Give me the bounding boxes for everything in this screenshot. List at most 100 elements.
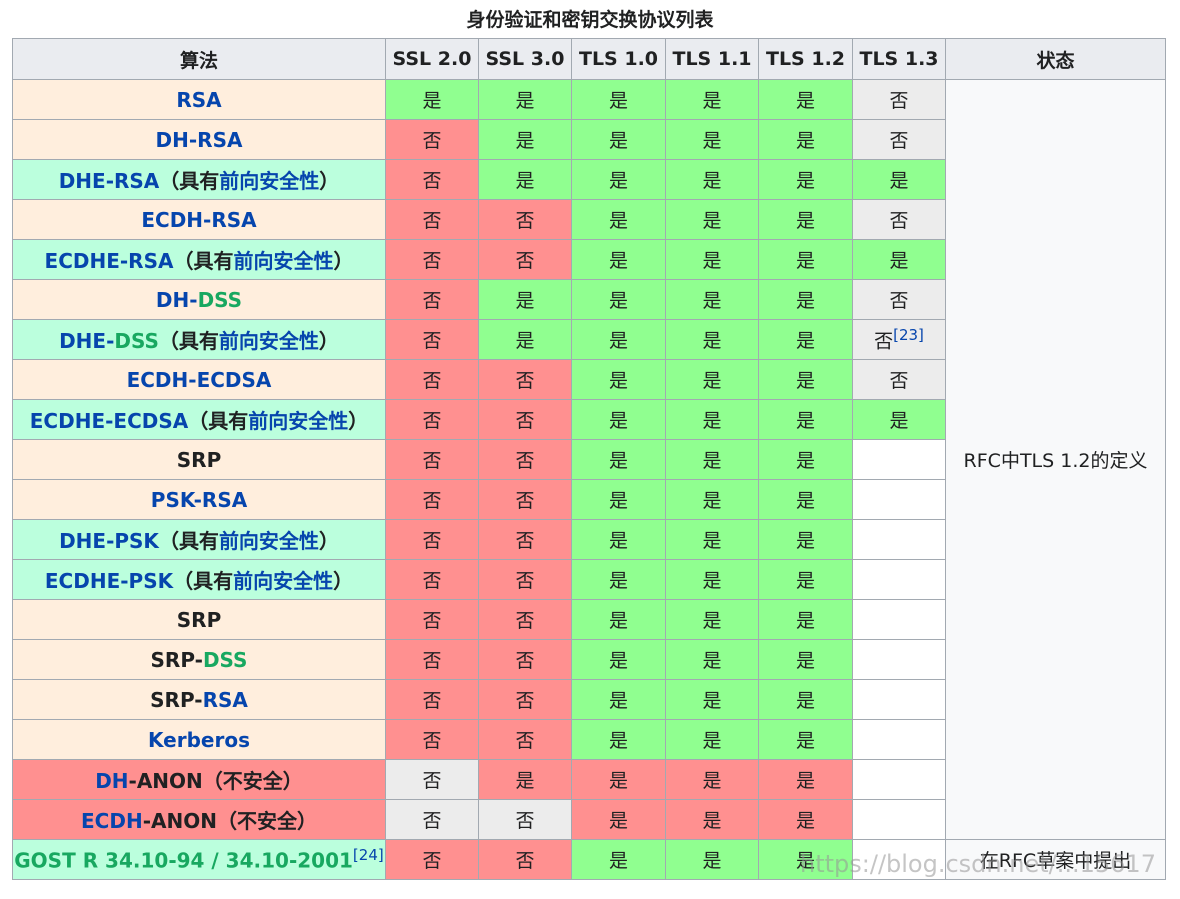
header-tls12[interactable]: TLS 1.2 bbox=[758, 38, 853, 80]
support-cell-ssl20: 否 bbox=[385, 399, 479, 440]
support-value: 是 bbox=[515, 90, 535, 112]
algorithm-name-part[interactable]: ECDHE-ECDSA bbox=[29, 409, 189, 433]
algorithm-name-part[interactable]: ECDH bbox=[81, 809, 143, 833]
support-cell-tls12: 是 bbox=[758, 239, 853, 280]
support-cell-ssl30: 否 bbox=[478, 359, 572, 400]
algorithm-cell-psk-rsa: PSK-RSA bbox=[12, 479, 386, 520]
forward-secrecy-link[interactable]: 前向安全性 bbox=[218, 329, 319, 353]
algorithm-name-part[interactable]: DSS bbox=[202, 647, 248, 672]
algorithm-name-part[interactable]: DHE-PSK bbox=[59, 529, 159, 553]
support-cell-tls12: 是 bbox=[758, 599, 853, 640]
support-cell-tls13: 是 bbox=[852, 399, 946, 440]
support-value: 是 bbox=[608, 330, 628, 352]
header-tls11[interactable]: TLS 1.1 bbox=[665, 38, 759, 80]
algorithm-name-part[interactable]: DH- bbox=[155, 287, 198, 312]
algorithm-name-part[interactable]: ECDH-ECDSA bbox=[126, 367, 272, 392]
support-value: 是 bbox=[795, 490, 815, 512]
header-status[interactable]: 状态 bbox=[945, 38, 1166, 80]
algorithm-name-part[interactable]: ECDHE-PSK bbox=[44, 569, 174, 593]
support-value: 否 bbox=[889, 90, 909, 112]
algorithm-name-part[interactable]: PSK-RSA bbox=[150, 487, 248, 512]
support-cell-tls11: 是 bbox=[665, 239, 759, 280]
support-cell-tls10: 是 bbox=[571, 359, 666, 400]
support-value: 是 bbox=[702, 490, 722, 512]
algorithm-name-part[interactable]: DSS bbox=[197, 287, 243, 312]
header-algorithm[interactable]: 算法 bbox=[12, 38, 386, 80]
support-cell-tls13: 否[23] bbox=[852, 319, 946, 360]
support-cell-tls12: 是 bbox=[758, 759, 853, 800]
algorithm-name-part[interactable]: ECDHE-RSA bbox=[44, 249, 174, 273]
forward-secrecy-prefix: 具有 bbox=[178, 329, 219, 353]
header-ssl30[interactable]: SSL 3.0 bbox=[478, 38, 572, 80]
algorithm-name-part[interactable]: DH-RSA bbox=[155, 127, 243, 152]
algorithm-name-part[interactable]: DHE- bbox=[59, 329, 115, 353]
algorithm-cell-ecdhe-psk: ECDHE-PSK（具有前向安全性） bbox=[12, 559, 386, 600]
support-cell-ssl30: 否 bbox=[478, 399, 572, 440]
forward-secrecy-link[interactable]: 前向安全性 bbox=[218, 529, 319, 553]
algorithm-name-part[interactable]: RSA bbox=[202, 687, 248, 712]
support-value: 是 bbox=[795, 730, 815, 752]
support-cell-ssl30: 是 bbox=[478, 79, 572, 120]
header-tls13[interactable]: TLS 1.3 bbox=[852, 38, 946, 80]
support-value: 否 bbox=[515, 490, 535, 512]
support-value: 是 bbox=[702, 410, 722, 432]
support-value: 是 bbox=[702, 530, 722, 552]
support-cell-tls10: 是 bbox=[571, 719, 666, 760]
support-cell-tls11: 是 bbox=[665, 639, 759, 680]
algorithm-name-part: -ANON bbox=[128, 769, 203, 793]
support-value: 是 bbox=[795, 610, 815, 632]
support-value: 是 bbox=[608, 370, 628, 392]
support-value: 是 bbox=[608, 570, 628, 592]
support-value: 否 bbox=[515, 530, 535, 552]
forward-secrecy-link[interactable]: 前向安全性 bbox=[219, 169, 320, 193]
support-cell-ssl20: 否 bbox=[385, 239, 479, 280]
support-value: 是 bbox=[608, 530, 628, 552]
support-cell-ssl30: 否 bbox=[478, 519, 572, 560]
algorithm-cell-srp-1: SRP bbox=[12, 439, 386, 480]
support-value: 是 bbox=[608, 250, 628, 272]
algorithm-name-part[interactable]: RSA bbox=[176, 87, 222, 112]
algorithm-name-part[interactable]: ECDH-RSA bbox=[141, 207, 257, 232]
forward-secrecy-link[interactable]: 前向安全性 bbox=[233, 569, 334, 593]
support-cell-tls13: 否 bbox=[852, 79, 946, 120]
algorithm-name-part[interactable]: DHE-RSA bbox=[58, 169, 160, 193]
header-ssl20[interactable]: SSL 2.0 bbox=[385, 38, 479, 80]
table-row: ECDHE-PSK（具有前向安全性） 否 否 是 是 是 bbox=[12, 559, 1166, 600]
paren-close: ） bbox=[333, 249, 354, 273]
footnote-23-link[interactable]: [23] bbox=[893, 325, 924, 344]
paren-open: （ bbox=[188, 409, 209, 433]
support-cell-tls10: 是 bbox=[571, 439, 666, 480]
support-cell-tls11: 是 bbox=[665, 679, 759, 720]
algorithm-name-part[interactable]: DSS bbox=[114, 329, 159, 353]
support-value: 否 bbox=[422, 130, 442, 152]
support-value: 否 bbox=[874, 330, 894, 353]
support-value: 是 bbox=[702, 370, 722, 392]
support-cell-tls11: 是 bbox=[665, 759, 759, 800]
forward-secrecy-link[interactable]: 前向安全性 bbox=[233, 249, 334, 273]
support-cell-ssl30: 否 bbox=[478, 719, 572, 760]
support-value: 是 bbox=[702, 450, 722, 472]
table-body: RSA 是是是是是否 RFC中TLS 1.2的定义 DH-RSA 否是是是是否 DHE-R… bbox=[12, 79, 1166, 880]
algorithm-name-part[interactable]: DH bbox=[95, 769, 129, 793]
support-value: 是 bbox=[608, 810, 628, 832]
status-rfc-text: RFC中TLS 1.2的定义 bbox=[963, 450, 1148, 472]
forward-secrecy-prefix: 具有 bbox=[193, 569, 234, 593]
support-value: 是 bbox=[608, 490, 628, 512]
support-cell-tls12: 是 bbox=[758, 359, 853, 400]
support-cell-ssl20: 否 bbox=[385, 799, 479, 840]
forward-secrecy-link[interactable]: 前向安全性 bbox=[248, 409, 349, 433]
support-cell-tls11: 是 bbox=[665, 799, 759, 840]
algorithm-cell-dhe-dss: DHE-DSS（具有前向安全性） bbox=[12, 319, 386, 360]
support-cell-ssl30: 是 bbox=[478, 119, 572, 160]
support-cell-tls11: 是 bbox=[665, 719, 759, 760]
support-cell-tls13 bbox=[852, 599, 946, 640]
support-cell-tls13 bbox=[852, 519, 946, 560]
footnote-24-link[interactable]: [24] bbox=[352, 846, 384, 865]
header-tls10[interactable]: TLS 1.0 bbox=[571, 38, 666, 80]
algorithm-name-part[interactable]: GOST R 34.10-94 / 34.10-2001 bbox=[14, 848, 353, 873]
support-value: 是 bbox=[702, 850, 722, 872]
table-row: ECDH-RSA 否 否 是 是 是 否 bbox=[12, 199, 1166, 240]
algorithm-name-part[interactable]: Kerberos bbox=[148, 727, 250, 752]
algorithm-cell-ecdhe-ecdsa: ECDHE-ECDSA（具有前向安全性） bbox=[12, 399, 386, 440]
support-cell-ssl20: 否 bbox=[385, 679, 479, 720]
